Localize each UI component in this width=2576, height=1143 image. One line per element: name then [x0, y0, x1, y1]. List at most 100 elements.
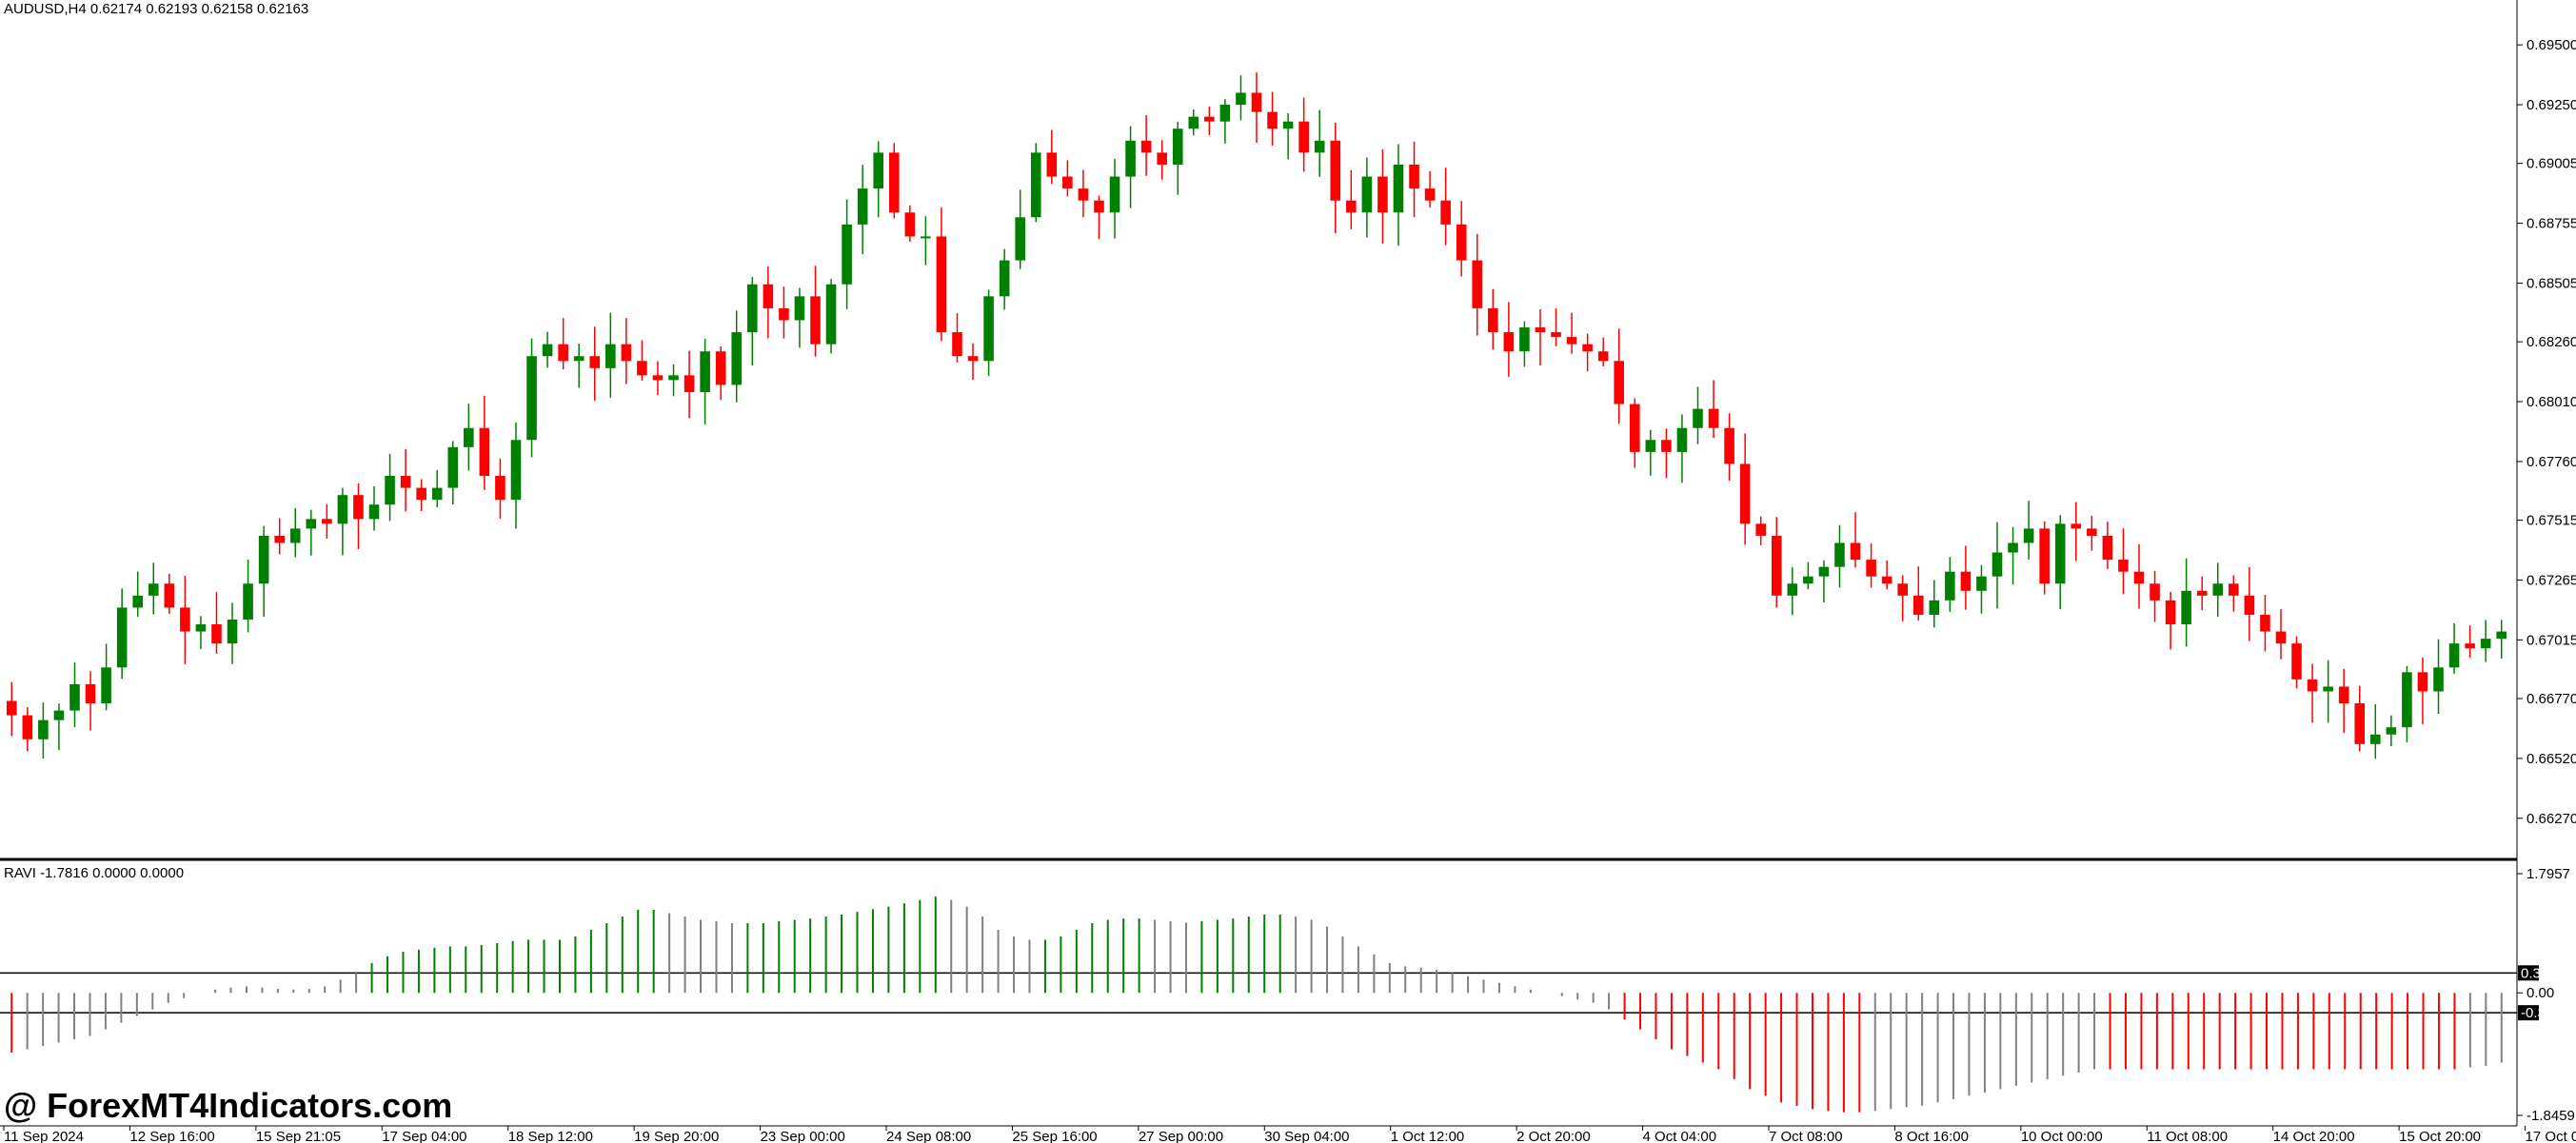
candle[interactable] [2433, 639, 2444, 715]
candle[interactable] [306, 509, 317, 556]
candle[interactable] [1298, 97, 1309, 172]
candle[interactable] [1346, 169, 1357, 229]
candle[interactable] [700, 339, 710, 424]
candle[interactable] [2448, 622, 2460, 674]
candle[interactable] [1771, 517, 1782, 608]
candle[interactable] [2229, 575, 2239, 612]
candle[interactable] [1551, 308, 1561, 346]
candle[interactable] [1236, 75, 1246, 121]
candle[interactable] [1409, 141, 1419, 218]
candle[interactable] [22, 707, 33, 752]
candle[interactable] [637, 340, 647, 382]
candle[interactable] [684, 350, 695, 419]
candle[interactable] [274, 518, 285, 555]
candle[interactable] [1440, 168, 1451, 246]
candle[interactable] [2087, 516, 2097, 551]
candle[interactable] [605, 312, 616, 398]
candle[interactable] [1960, 545, 1972, 610]
candle[interactable] [558, 318, 568, 370]
candle[interactable] [1424, 170, 1436, 208]
candle[interactable] [2008, 526, 2018, 585]
candle[interactable] [983, 289, 994, 377]
candle[interactable] [2244, 566, 2255, 641]
candle[interactable] [69, 662, 80, 728]
candle[interactable] [2369, 703, 2381, 759]
candle[interactable] [763, 266, 774, 339]
candle[interactable] [2465, 625, 2475, 658]
candle[interactable] [1929, 580, 1940, 628]
candle[interactable] [1582, 333, 1593, 372]
candle[interactable] [148, 562, 159, 615]
candle[interactable] [211, 592, 222, 654]
candle[interactable] [1015, 189, 1025, 269]
candle[interactable] [1881, 560, 1892, 590]
candle[interactable] [1976, 564, 1987, 614]
candle[interactable] [1046, 129, 1058, 185]
candle[interactable] [132, 571, 144, 618]
candle[interactable] [1629, 398, 1640, 468]
candle[interactable] [1614, 328, 1625, 424]
candle[interactable] [952, 313, 962, 363]
candle[interactable] [1062, 160, 1073, 197]
candle[interactable] [573, 344, 585, 388]
candle[interactable] [936, 207, 947, 342]
candle[interactable] [2212, 562, 2224, 617]
candle[interactable] [1219, 99, 1231, 144]
candle[interactable] [1125, 126, 1136, 208]
candle[interactable] [416, 479, 426, 511]
candle[interactable] [2386, 715, 2397, 747]
candle[interactable] [1661, 428, 1672, 479]
candle[interactable] [779, 286, 789, 339]
candle[interactable] [1566, 312, 1577, 354]
candle[interactable] [322, 503, 332, 539]
candle[interactable] [431, 469, 443, 507]
candle[interactable] [1535, 308, 1546, 366]
candle[interactable] [1030, 143, 1041, 223]
candle[interactable] [1377, 148, 1388, 244]
candle[interactable] [1597, 337, 1609, 366]
candle[interactable] [1803, 562, 1813, 590]
candle[interactable] [2402, 665, 2412, 742]
candle[interactable] [2275, 609, 2287, 660]
candle[interactable] [38, 702, 49, 759]
candle[interactable] [1488, 288, 1498, 350]
candle[interactable] [447, 441, 459, 505]
candle[interactable] [2181, 558, 2191, 647]
candle[interactable] [542, 331, 553, 368]
candle[interactable] [2133, 543, 2145, 609]
candle[interactable] [385, 453, 395, 522]
candle[interactable] [1314, 109, 1325, 177]
price-pane[interactable] [6, 72, 2507, 759]
candle[interactable] [510, 423, 522, 529]
candle[interactable] [621, 318, 632, 384]
candle[interactable] [180, 576, 190, 664]
candle[interactable] [495, 458, 505, 520]
candle[interactable] [400, 449, 411, 512]
candle[interactable] [1818, 560, 1830, 603]
candle[interactable] [258, 525, 269, 618]
candle[interactable] [85, 671, 96, 731]
candle[interactable] [2338, 668, 2349, 734]
candle[interactable] [1866, 542, 1876, 588]
candle[interactable] [195, 616, 207, 650]
candle[interactable] [1739, 433, 1751, 545]
candle[interactable] [715, 345, 726, 401]
candle[interactable] [164, 573, 175, 614]
candle[interactable] [2480, 620, 2491, 662]
candle[interactable] [921, 216, 931, 266]
candle[interactable] [2118, 528, 2129, 595]
ravi-indicator-pane[interactable] [0, 897, 2517, 1113]
candle[interactable] [2417, 657, 2428, 725]
candle[interactable] [2039, 521, 2050, 595]
candle[interactable] [2102, 522, 2113, 569]
candle[interactable] [2323, 660, 2333, 723]
candle[interactable] [2023, 501, 2034, 560]
candle[interactable] [2054, 515, 2066, 610]
candle[interactable] [888, 143, 900, 219]
candle[interactable] [1519, 321, 1530, 367]
candle[interactable] [825, 278, 837, 354]
candle[interactable] [1708, 380, 1719, 439]
candle[interactable] [904, 205, 916, 243]
candle[interactable] [479, 395, 490, 490]
candle[interactable] [2150, 570, 2160, 622]
